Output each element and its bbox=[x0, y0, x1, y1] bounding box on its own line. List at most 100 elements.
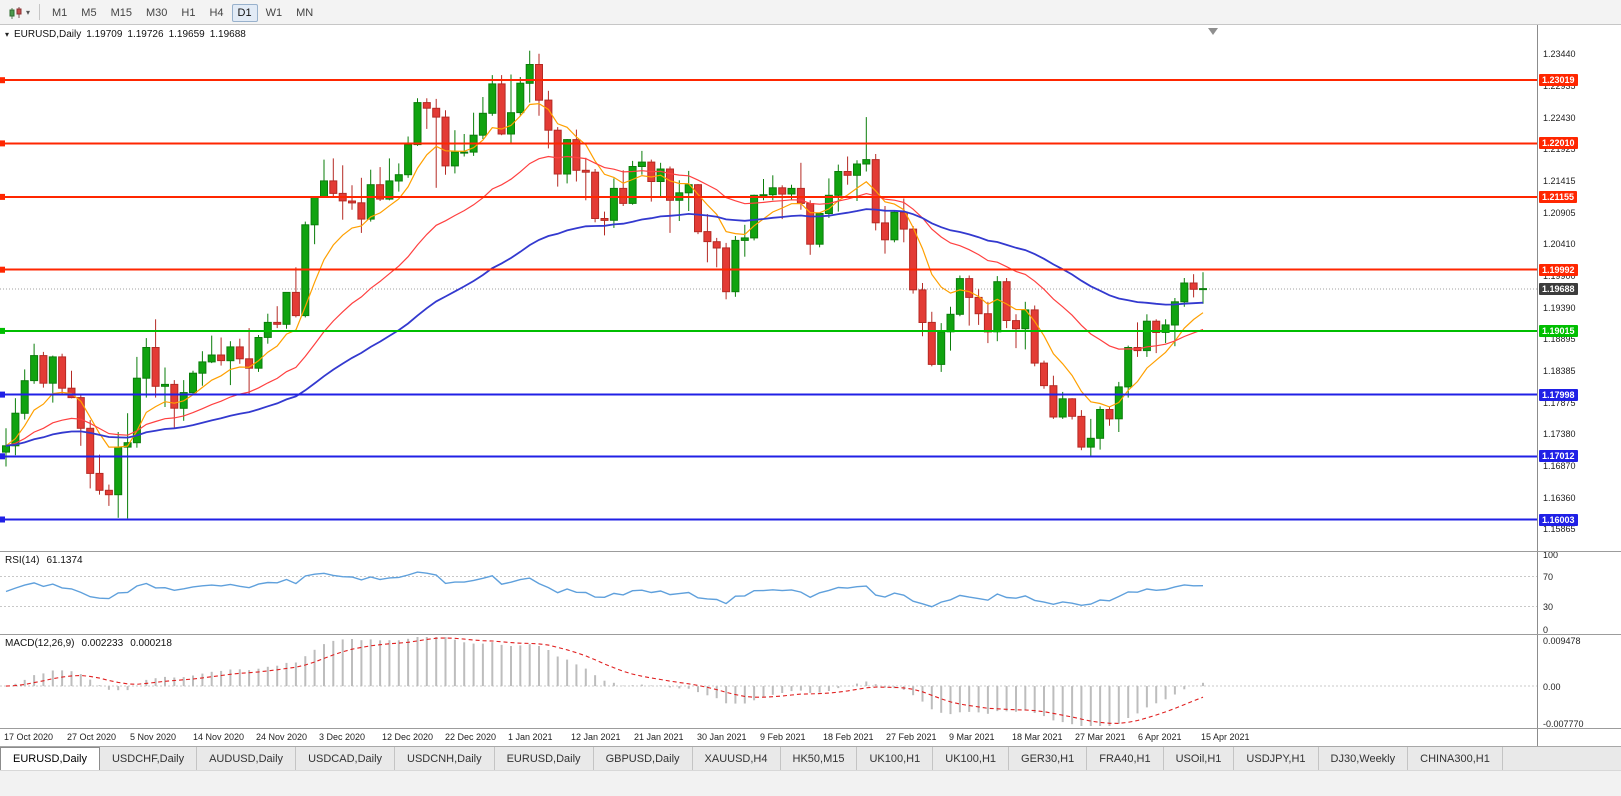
ohlc-open-value: 1.19709 bbox=[86, 29, 123, 40]
chart-tab-hk50-m15[interactable]: HK50,M15 bbox=[781, 747, 858, 770]
price-tick: 1.19900 bbox=[1543, 270, 1576, 281]
macd-signal-value: 0.000218 bbox=[130, 638, 172, 649]
hline-price-badge: 1.21155 bbox=[1539, 190, 1578, 203]
macd-name: MACD(12,26,9) bbox=[5, 638, 75, 649]
date-tick: 17 Oct 2020 bbox=[4, 732, 54, 742]
price-tick: 1.15865 bbox=[1543, 523, 1576, 534]
price-tick: 1.20905 bbox=[1543, 208, 1576, 219]
hline-price-badge: 1.23019 bbox=[1539, 74, 1578, 87]
chart-tab-usdjpy-h1[interactable]: USDJPY,H1 bbox=[1234, 747, 1319, 770]
date-tick: 27 Feb 2021 bbox=[886, 732, 937, 742]
rsi-name: RSI(14) bbox=[5, 555, 40, 566]
hline-price-badge: 1.16003 bbox=[1539, 513, 1578, 526]
date-tick: 27 Mar 2021 bbox=[1075, 732, 1126, 742]
price-tick: 1.23440 bbox=[1543, 49, 1576, 60]
timeframe-button-h4[interactable]: H4 bbox=[209, 6, 224, 19]
price-tick: 1.22430 bbox=[1543, 112, 1576, 123]
date-tick: 3 Dec 2020 bbox=[319, 732, 366, 742]
date-tick: 14 Nov 2020 bbox=[193, 732, 245, 742]
timeframe-button-w1[interactable]: W1 bbox=[265, 6, 283, 19]
price-tick: 1.16360 bbox=[1543, 492, 1576, 503]
chart-tab-gbpusd-daily[interactable]: GBPUSD,Daily bbox=[594, 747, 693, 770]
time-scale[interactable]: 17 Oct 2020 27 Oct 2020 5 Nov 2020 14 Nov 2… bbox=[0, 729, 1537, 746]
bid-price-badge: 1.19688 bbox=[1539, 282, 1578, 295]
panel-splitter[interactable] bbox=[0, 728, 1621, 729]
hline-price-badge: 1.17998 bbox=[1539, 388, 1578, 401]
date-tick: 9 Feb 2021 bbox=[760, 732, 806, 742]
ohlc-low-value: 1.19659 bbox=[168, 29, 205, 40]
hline-price-badge: 1.19015 bbox=[1539, 324, 1578, 337]
price-tick: 1.19390 bbox=[1543, 302, 1576, 313]
rsi-indicator-label: RSI(14) 61.1374 bbox=[5, 555, 83, 566]
chart-tab-usoil-h1[interactable]: USOil,H1 bbox=[1164, 747, 1235, 770]
macd-scale-tick: 0.009478 bbox=[1543, 635, 1581, 646]
timeframe-button-m5[interactable]: M5 bbox=[81, 6, 97, 19]
timeframe-button-m1[interactable]: M1 bbox=[52, 6, 68, 19]
timeframe-button-m15[interactable]: M15 bbox=[110, 6, 132, 19]
chart-tab-usdcnh-daily[interactable]: USDCNH,Daily bbox=[395, 747, 495, 770]
hline-price-badge: 1.22010 bbox=[1539, 137, 1578, 150]
date-tick: 12 Jan 2021 bbox=[571, 732, 621, 742]
rsi-scale-tick: 30 bbox=[1543, 602, 1554, 612]
chart-tab-uk100-h1[interactable]: UK100,H1 bbox=[857, 747, 934, 770]
rsi-current-value: 61.1374 bbox=[46, 555, 83, 566]
candlestick-chart-icon[interactable] bbox=[4, 5, 25, 20]
timeframe-button-h1[interactable]: H1 bbox=[181, 6, 196, 19]
price-tick: 1.17380 bbox=[1543, 428, 1576, 439]
chart-ohlc-header: ▾ EURUSD,Daily 1.19709 1.19726 1.19659 1… bbox=[5, 29, 246, 40]
price-chart-canvas[interactable] bbox=[0, 25, 1537, 551]
timeframe-toolbar: ▾ M1 M5 M15 M30 H1 H4 D1 W1 MN bbox=[0, 0, 1621, 25]
chart-tab-audusd-daily[interactable]: AUDUSD,Daily bbox=[197, 747, 297, 770]
chart-symbol-label: EURUSD,Daily bbox=[14, 29, 82, 40]
chart-shift-marker bbox=[1208, 28, 1218, 35]
rsi-scale-tick: 0 bbox=[1543, 624, 1549, 635]
chart-tab-ger30-h1[interactable]: GER30,H1 bbox=[1009, 747, 1088, 770]
date-tick: 9 Mar 2021 bbox=[949, 732, 995, 742]
macd-indicator-canvas[interactable] bbox=[0, 635, 1537, 728]
macd-indicator-label: MACD(12,26,9) 0.002233 0.000218 bbox=[5, 638, 172, 649]
chart-tab-dj30-weekly[interactable]: DJ30,Weekly bbox=[1319, 747, 1409, 770]
date-tick: 15 Apr 2021 bbox=[1201, 732, 1250, 742]
chart-tab-china300-h1[interactable]: CHINA300,H1 bbox=[1408, 747, 1503, 770]
rsi-scale-tick: 100 bbox=[1543, 549, 1559, 560]
chart-tab-usdcad-daily[interactable]: USDCAD,Daily bbox=[296, 747, 396, 770]
date-tick: 27 Oct 2020 bbox=[67, 732, 117, 742]
chart-tab-eurusd-daily[interactable]: EURUSD,Daily bbox=[495, 747, 594, 770]
chart-tabs-bar: EURUSD,Daily USDCHF,Daily AUDUSD,Daily USDC… bbox=[0, 746, 1621, 770]
toolbar-separator bbox=[39, 4, 41, 20]
rsi-indicator-canvas[interactable] bbox=[0, 552, 1537, 634]
price-tick: 1.21925 bbox=[1543, 144, 1576, 155]
timeframe-button-d1[interactable]: D1 bbox=[231, 3, 258, 22]
price-tick: 1.16870 bbox=[1543, 460, 1576, 471]
chart-tab-xauusd-h4[interactable]: XAUUSD,H4 bbox=[693, 747, 781, 770]
rsi-scale-tick: 70 bbox=[1543, 572, 1554, 582]
panel-splitter[interactable] bbox=[0, 551, 1621, 552]
macd-current-value: 0.002233 bbox=[81, 638, 124, 649]
date-tick: 6 Apr 2021 bbox=[1138, 732, 1182, 742]
timeframe-button-m30[interactable]: M30 bbox=[145, 6, 168, 19]
chevron-down-icon[interactable]: ▾ bbox=[26, 7, 31, 17]
price-scale[interactable]: 1.234401.229351.224301.219251.214151.209… bbox=[1537, 25, 1621, 746]
chart-tab-eurusd-daily[interactable]: EURUSD,Daily bbox=[0, 747, 100, 770]
hline-price-badge: 1.17012 bbox=[1539, 450, 1578, 463]
price-tick: 1.18895 bbox=[1543, 333, 1576, 344]
hline-price-badge: 1.19992 bbox=[1539, 263, 1578, 276]
timeframe-button-mn[interactable]: MN bbox=[296, 6, 314, 19]
date-tick: 24 Nov 2020 bbox=[256, 732, 308, 742]
price-tick: 1.18385 bbox=[1543, 365, 1576, 376]
chart-tab-uk100-h1[interactable]: UK100,H1 bbox=[933, 747, 1010, 770]
chart-tab-usdchf-daily[interactable]: USDCHF,Daily bbox=[100, 747, 198, 770]
ohlc-close-value: 1.19688 bbox=[209, 29, 246, 40]
price-tick: 1.17875 bbox=[1543, 397, 1576, 408]
chart-tab-fra40-h1[interactable]: FRA40,H1 bbox=[1087, 747, 1164, 770]
date-tick: 12 Dec 2020 bbox=[382, 732, 434, 742]
status-bar bbox=[0, 770, 1621, 796]
panel-splitter[interactable] bbox=[0, 634, 1621, 635]
macd-scale-tick: 0.00 bbox=[1543, 681, 1561, 692]
date-tick: 21 Jan 2021 bbox=[634, 732, 684, 742]
date-tick: 5 Nov 2020 bbox=[130, 732, 177, 742]
price-tick: 1.20410 bbox=[1543, 239, 1576, 250]
date-tick: 18 Mar 2021 bbox=[1012, 732, 1063, 742]
one-click-trading-icon[interactable]: ▾ bbox=[5, 30, 10, 39]
